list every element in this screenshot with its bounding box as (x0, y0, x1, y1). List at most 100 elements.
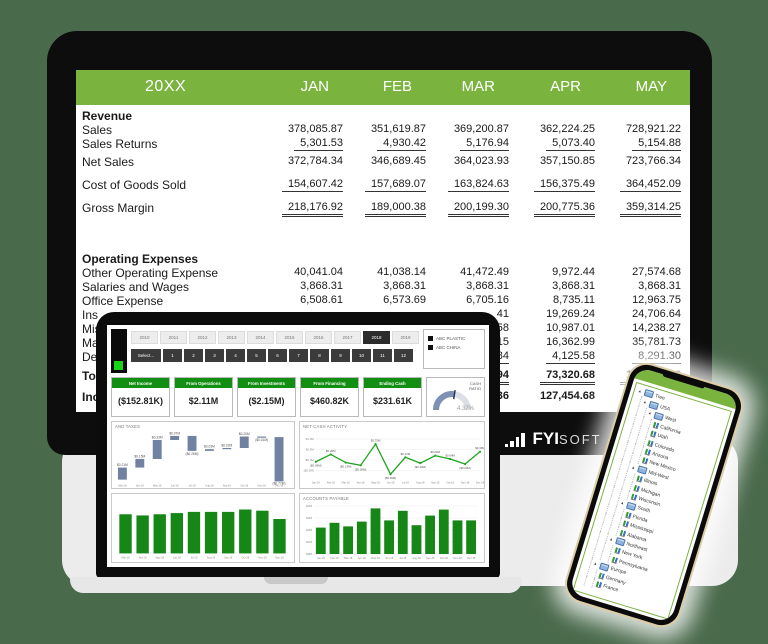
chart-svg: $0.21M Mar-18 $0.15M Apr-18 $0.33M May-18 $0.0… (112, 430, 294, 492)
svg-text:$0.20M: $0.20M (239, 432, 250, 436)
svg-text:($0.26M): ($0.26M) (355, 467, 366, 471)
checkbox-icon[interactable] (428, 336, 433, 341)
expander-icon[interactable]: ▴ (631, 464, 636, 470)
sheet-row: Gross Margin 218,176.92 189,000.38 200,199.… (76, 200, 690, 217)
green-tile-icon (114, 361, 123, 370)
year-button-2013[interactable]: 2013 (218, 331, 245, 344)
svg-text:$0.12M: $0.12M (401, 452, 411, 456)
legend-item[interactable]: ABC PLASTIC (428, 334, 484, 343)
chart-leaf-icon (636, 475, 643, 483)
cell-value: 154,607.42 (253, 178, 343, 192)
month-button-4[interactable]: 4 (226, 349, 245, 362)
year-button-2019[interactable]: 2019 (392, 331, 419, 344)
spreadsheet-header-band: 20XX JAN FEB MAR APR MAY (76, 70, 690, 105)
svg-text:Nov-18: Nov-18 (258, 483, 267, 487)
sheet-row: Ma 15 16,362.99 35,781.73 (76, 335, 690, 350)
cell-value: 357,150.85 (539, 155, 595, 167)
tree-connector (643, 407, 648, 417)
month-button-9[interactable]: 9 (331, 349, 350, 362)
month-button-11[interactable]: 11 (373, 349, 392, 362)
year-button-2016[interactable]: 2016 (305, 331, 332, 344)
svg-text:Dec-18: Dec-18 (275, 555, 284, 559)
cell-value: 8,291.30 (591, 350, 681, 364)
tree-connector (640, 445, 644, 456)
year-slicer: 2010 2011 2012 2013 2014 2015 2016 2017 2018 2019 (131, 331, 419, 344)
cell-value: 4,930.42 (336, 137, 426, 151)
cell-value: 27,574.68 (632, 266, 681, 278)
sheet-row: Other Operating Expense 40,041.04 41,038.1… (76, 265, 690, 280)
cell-value: 14,238.27 (632, 322, 681, 334)
svg-text:May-18: May-18 (156, 555, 165, 559)
expander-icon[interactable]: ▴ (620, 500, 625, 506)
year-button-2014[interactable]: 2014 (247, 331, 274, 344)
svg-text:($0.77M): ($0.77M) (273, 481, 286, 485)
svg-text:Jun-18: Jun-18 (171, 483, 179, 487)
chart-leaf-icon (619, 529, 627, 537)
expander-icon[interactable]: ▴ (609, 536, 614, 542)
cell-value: 163,824.63 (419, 178, 509, 192)
svg-text:$0.03M: $0.03M (204, 445, 215, 449)
kpi-value: $2.11M (188, 396, 219, 406)
month-button-7[interactable]: 7 (289, 349, 308, 362)
cell-value: 3,868.31 (383, 280, 426, 292)
month-button-10[interactable]: 10 (352, 349, 371, 362)
laptop-frame: 2010 2011 2012 2013 2014 2015 2016 2017 2018 2019… (96, 312, 500, 579)
sheet-row: Revenue (76, 108, 690, 123)
svg-text:$0.20M: $0.20M (430, 450, 440, 454)
svg-text:Mar-18: Mar-18 (342, 480, 351, 484)
cash-ratio-gauge-card: CASH RATIO 4.37% (426, 377, 485, 417)
chart-panel-taxes: AND TAXES $0.21M Mar-18 $0.15M Apr-18 $0.33M M… (111, 421, 295, 489)
kpi-title: From Financing (301, 378, 358, 388)
svg-text:$1.0M: $1.0M (306, 437, 315, 441)
svg-text:($0.09M): ($0.09M) (310, 464, 321, 468)
month-button-5[interactable]: 5 (247, 349, 266, 362)
year-button-2011[interactable]: 2011 (160, 331, 187, 344)
expander-icon[interactable]: ▴ (643, 399, 647, 405)
cell-value: 3,868.31 (300, 280, 343, 292)
month-button-3[interactable]: 3 (205, 349, 224, 362)
month-button-2[interactable]: 2 (184, 349, 203, 362)
svg-text:Sep-18: Sep-18 (224, 555, 233, 559)
chart-title: NET CASH ACTIVITY (303, 424, 348, 429)
legend-item[interactable]: ABC CHINA (428, 343, 484, 352)
tree-connector (607, 553, 611, 563)
collapsed-visual-panel (111, 329, 127, 373)
chart-leaf-icon (641, 457, 649, 465)
cell-value: 369,200.87 (453, 123, 509, 135)
expander-icon[interactable]: ▴ (593, 560, 598, 567)
month-button-12[interactable]: 12 (394, 349, 413, 362)
year-button-2012[interactable]: 2012 (189, 331, 216, 344)
tree-connector (600, 522, 604, 532)
month-button-6[interactable]: 6 (268, 349, 287, 362)
month-select-dropdown[interactable]: Select... (131, 349, 161, 362)
checkbox-icon[interactable] (428, 345, 433, 350)
svg-text:($0.26M): ($0.26M) (186, 452, 199, 456)
chart-svg: Mar-18 Apr-18 May-18 Jun-18 Jul-18 Aug-18 Sep-… (112, 502, 294, 567)
cell-value: 6,573.69 (383, 294, 426, 306)
tree-connector (602, 542, 606, 552)
year-button-2010[interactable]: 2010 (131, 331, 158, 344)
cell-value: 157,689.07 (336, 178, 426, 192)
tree-connector (640, 416, 645, 426)
month-button-8[interactable]: 8 (310, 349, 329, 362)
year-button-2017[interactable]: 2017 (334, 331, 361, 344)
cell-value: 362,224.25 (539, 123, 595, 135)
expander-icon[interactable]: ▴ (638, 387, 642, 394)
fyisoft-logo: FYI SOFT (505, 421, 675, 447)
year-button-2018[interactable]: 2018 (363, 331, 390, 344)
svg-text:$0.04M: $0.04M (445, 454, 455, 458)
tree-connector (627, 432, 632, 442)
svg-text:Jul-18: Jul-18 (402, 480, 410, 484)
row-label: Revenue (82, 109, 133, 123)
svg-text:Oct-18: Oct-18 (446, 480, 454, 484)
row-label: Operating Expenses (82, 252, 199, 266)
svg-text:Mar-18: Mar-18 (118, 483, 127, 487)
month-button-1[interactable]: 1 (163, 349, 182, 362)
gauge-title: CASH RATIO (469, 381, 481, 391)
svg-text:Jul-18: Jul-18 (189, 483, 197, 487)
tree-connector (632, 443, 637, 453)
tree-connector (629, 481, 633, 492)
year-button-2015[interactable]: 2015 (276, 331, 303, 344)
tree-connector (609, 544, 614, 554)
expander-icon[interactable]: ▴ (648, 410, 652, 416)
